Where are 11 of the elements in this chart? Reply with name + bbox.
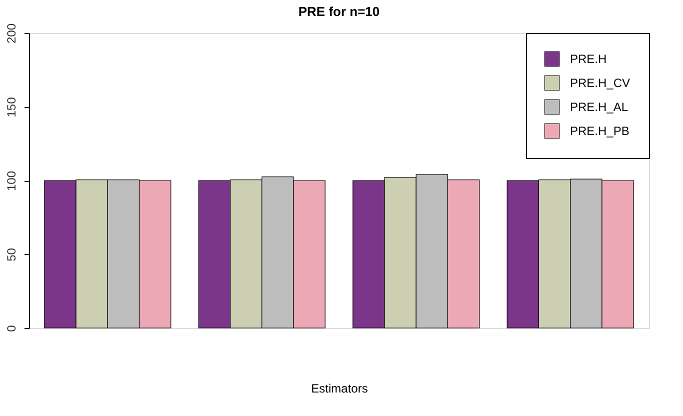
x-axis-title: Estimators (311, 382, 368, 396)
legend-label: PRE.H (570, 52, 607, 66)
legend-label: PRE.H_AL (570, 100, 628, 114)
y-tick-label: 200 (4, 23, 18, 44)
y-tick-label: 50 (4, 248, 18, 262)
chart-title: PRE for n=10 (298, 4, 380, 19)
y-tick-label: 100 (4, 170, 18, 192)
legend-label: PRE.H_CV (570, 76, 630, 90)
y-tick-label: 150 (4, 96, 18, 118)
legend-label: PRE.H_PB (570, 124, 630, 138)
y-tick-label: 0 (4, 324, 18, 332)
